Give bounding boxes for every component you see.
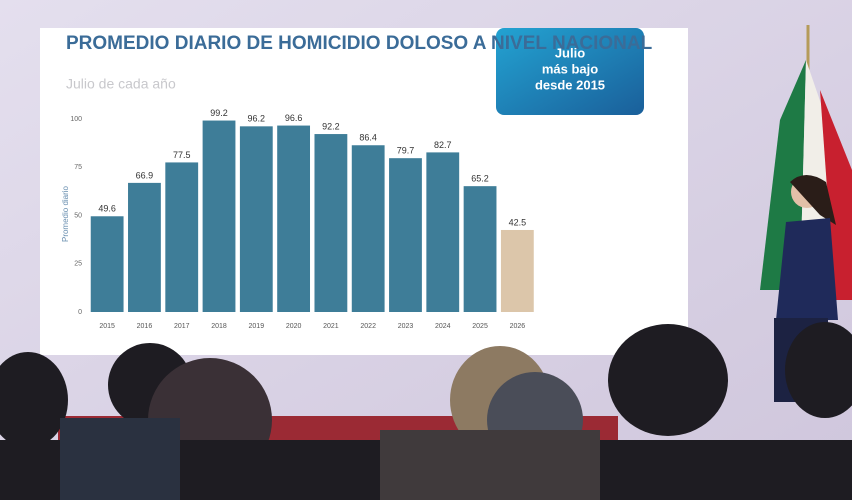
bar <box>128 182 161 312</box>
shoulders <box>380 430 600 500</box>
x-tick-label: 2015 <box>99 323 115 330</box>
bar <box>426 152 460 312</box>
head <box>785 322 852 418</box>
value-label: 77.5 <box>173 150 191 160</box>
value-label: 82.7 <box>434 140 452 150</box>
value-label: 49.6 <box>98 204 116 214</box>
x-tick-label: 2024 <box>435 323 451 330</box>
y-tick-label: 100 <box>70 116 82 123</box>
bar <box>90 216 124 312</box>
callout-box <box>496 28 644 115</box>
audience <box>0 322 852 500</box>
bar <box>277 125 311 312</box>
callout-text: Julio <box>555 45 585 60</box>
value-label: 86.4 <box>359 133 377 143</box>
bar <box>165 162 199 312</box>
bar <box>463 186 497 312</box>
x-tick-label: 2020 <box>286 323 302 330</box>
x-tick-label: 2016 <box>137 323 153 330</box>
value-label: 42.5 <box>509 217 527 227</box>
value-label: 92.2 <box>322 121 340 131</box>
chart-subtitle: Julio de cada año <box>66 76 176 92</box>
flag-red <box>820 90 852 300</box>
x-tick-label: 2017 <box>174 323 190 330</box>
bar <box>351 145 385 312</box>
x-tick-label: 2023 <box>398 323 414 330</box>
y-tick-label: 0 <box>78 309 82 316</box>
x-tick-label: 2022 <box>360 323 376 330</box>
bar <box>314 134 348 312</box>
shoulders <box>60 418 180 500</box>
value-label: 96.6 <box>285 113 303 123</box>
value-label: 99.2 <box>210 108 228 118</box>
value-label: 96.2 <box>248 114 266 124</box>
value-label: 65.2 <box>471 174 489 184</box>
bar <box>389 158 422 312</box>
callout-text: más bajo <box>542 61 598 76</box>
speaker-hair <box>790 175 836 225</box>
x-tick-label: 2021 <box>323 323 339 330</box>
y-tick-label: 50 <box>74 212 82 219</box>
callout-text: desde 2015 <box>535 77 605 92</box>
bar <box>239 126 273 312</box>
bar <box>202 120 236 312</box>
bar <box>500 229 534 312</box>
x-tick-label: 2025 <box>472 323 488 330</box>
y-axis-label: Promedio diario <box>61 185 70 242</box>
value-label: 79.7 <box>397 146 415 156</box>
x-tick-label: 2019 <box>249 323 265 330</box>
x-tick-label: 2018 <box>211 323 227 330</box>
y-tick-label: 75 <box>74 164 82 171</box>
y-tick-label: 25 <box>74 261 82 268</box>
speaker-body <box>776 218 838 320</box>
chart-title: PROMEDIO DIARIO DE HOMICIDIO DOLOSO A NI… <box>66 33 653 54</box>
head <box>608 324 728 436</box>
head <box>0 352 68 448</box>
x-tick-label: 2026 <box>510 323 526 330</box>
value-label: 66.9 <box>136 170 154 180</box>
